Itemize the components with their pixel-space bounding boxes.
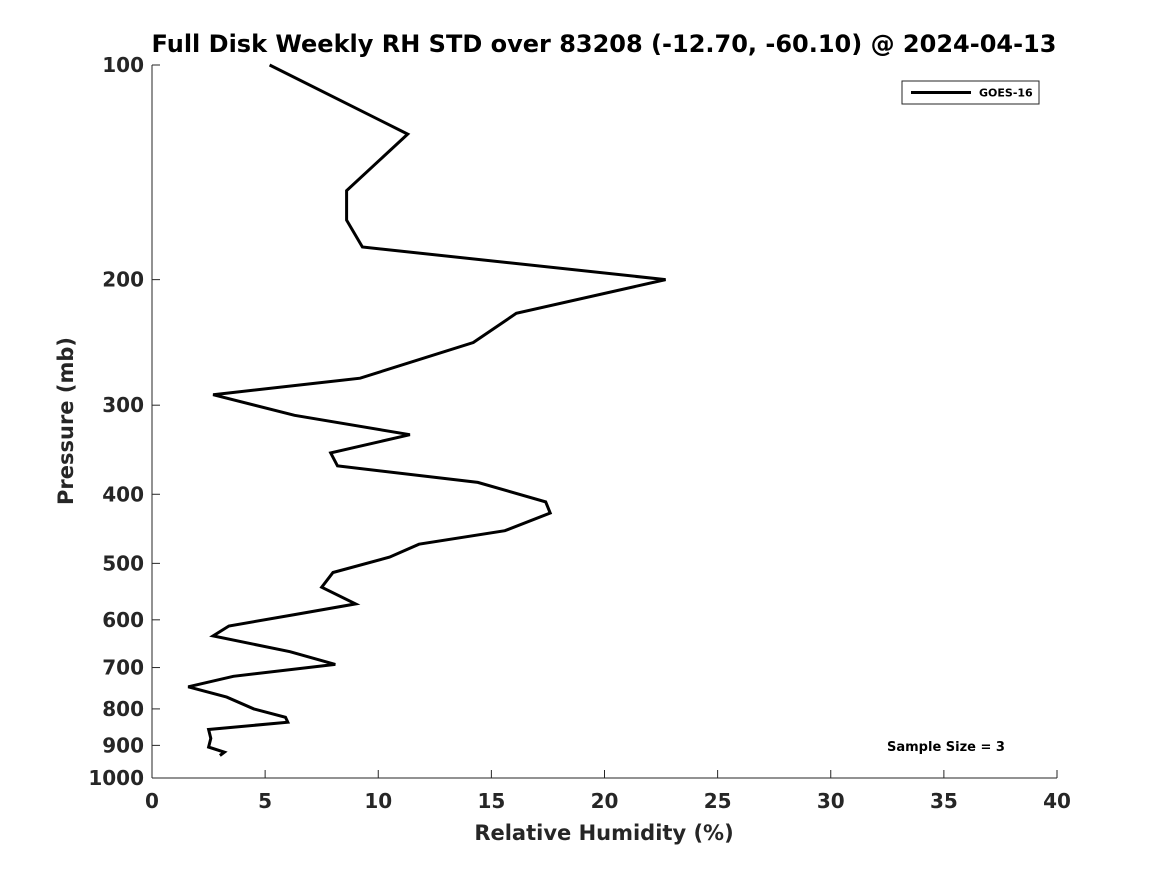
x-ticks: 0 5 10 15 20 25 30 35 40 bbox=[145, 770, 1071, 813]
x-axis-label: Relative Humidity (%) bbox=[474, 821, 733, 845]
y-tick-label: 400 bbox=[102, 482, 144, 506]
y-tick-label: 800 bbox=[102, 697, 144, 721]
series-line-goes-16 bbox=[187, 63, 666, 757]
y-tick-label: 500 bbox=[102, 551, 144, 575]
y-tick-label: 900 bbox=[102, 733, 144, 757]
chart-title: Full Disk Weekly RH STD over 83208 (-12.… bbox=[152, 30, 1057, 58]
y-tick-label: 600 bbox=[102, 608, 144, 632]
plot-area bbox=[152, 65, 1057, 778]
x-tick-label: 30 bbox=[817, 789, 845, 813]
x-tick-label: 40 bbox=[1043, 789, 1071, 813]
legend: GOES-16 bbox=[901, 80, 1040, 105]
y-tick-label: 1000 bbox=[88, 766, 144, 790]
x-tick-label: 0 bbox=[145, 789, 159, 813]
x-tick-label: 15 bbox=[477, 789, 505, 813]
x-tick-label: 35 bbox=[930, 789, 958, 813]
x-tick-label: 10 bbox=[364, 789, 392, 813]
series-layer bbox=[187, 63, 666, 757]
y-axis-label: Pressure (mb) bbox=[54, 337, 78, 505]
y-tick-label: 700 bbox=[102, 656, 144, 680]
x-tick-label: 25 bbox=[704, 789, 732, 813]
sample-size-annotation: Sample Size = 3 bbox=[887, 740, 1005, 755]
x-tick-label: 20 bbox=[591, 789, 619, 813]
y-tick-label: 300 bbox=[102, 393, 144, 417]
y-ticks: 100 200 300 400 500 600 700 800 900 1000 bbox=[88, 53, 160, 790]
x-tick-label: 5 bbox=[258, 789, 272, 813]
y-tick-label: 200 bbox=[102, 268, 144, 292]
y-tick-label: 100 bbox=[102, 53, 144, 77]
legend-label-goes-16: GOES-16 bbox=[979, 87, 1033, 100]
